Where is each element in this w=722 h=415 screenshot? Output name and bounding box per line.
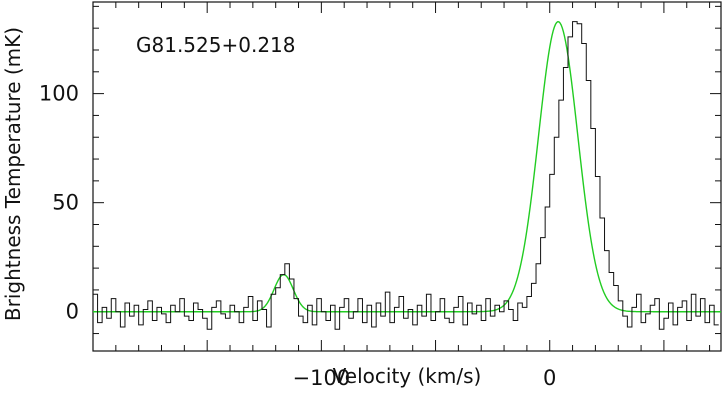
y-tick-label: 50 — [52, 191, 79, 215]
source-name-annotation: G81.525+0.218 — [136, 33, 296, 57]
series-layer — [93, 20, 721, 330]
x-axis-title: Velocity (km/s) — [333, 364, 482, 388]
fit-curve — [93, 20, 721, 313]
plot-frame — [92, 1, 722, 352]
y-tick-label: 0 — [66, 300, 79, 324]
y-axis-title: Brightness Temperature (mK) — [1, 27, 25, 321]
x-tick-label: −100 — [293, 366, 351, 390]
observed-spectrum-line — [93, 21, 719, 330]
y-tick-label: 100 — [39, 82, 79, 106]
x-tick-label: 0 — [543, 366, 556, 390]
axes-layer: −100 0 0 50 100 — [39, 1, 722, 390]
label-layer: G81.525+0.218 Velocity (km/s) Brightness… — [1, 27, 481, 388]
